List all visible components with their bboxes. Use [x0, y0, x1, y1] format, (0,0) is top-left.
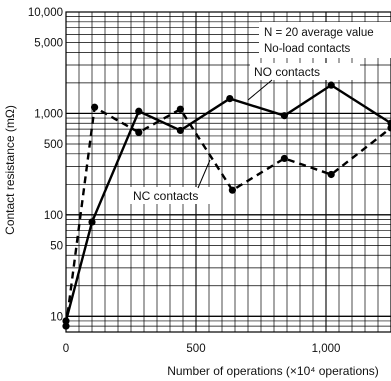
- y-tick-label: 10,000: [28, 7, 63, 19]
- legend-background: [259, 22, 391, 58]
- y-axis-title: Contact resistance (mΩ): [3, 105, 17, 235]
- annotations: NO contacts NC contacts: [128, 63, 360, 204]
- nc-contacts-point: [91, 103, 99, 111]
- nc-label-leader: [197, 159, 211, 189]
- nc-contacts-point: [387, 124, 391, 132]
- x-tick-label: 0: [63, 343, 69, 355]
- gridlines: [66, 11, 391, 333]
- nc-contacts-point: [176, 105, 184, 113]
- legend-line-1: N = 20 average value: [264, 27, 374, 39]
- legend-line-2: No-load contacts: [264, 43, 351, 55]
- nc-label-background: [128, 187, 212, 204]
- nc-contacts-point: [135, 128, 143, 137]
- x-tick-label: 500: [186, 343, 205, 355]
- no-contacts-point: [135, 107, 143, 115]
- no-contacts-line: [64, 83, 391, 322]
- no-contacts-point: [226, 95, 234, 103]
- no-contacts-point: [280, 112, 288, 120]
- nc-contacts-point: [280, 154, 288, 163]
- series-layer: [62, 81, 391, 330]
- no-label-background: [250, 63, 360, 80]
- nc-contacts-line: [64, 105, 391, 327]
- nc-contacts-point: [62, 322, 70, 330]
- x-axis-title: Number of operations (×10⁴ operations): [167, 364, 379, 378]
- no-contacts-point: [176, 126, 184, 135]
- nc-contacts-point: [327, 170, 335, 179]
- y-tick-label: 500: [44, 139, 63, 151]
- no-contacts-point: [327, 81, 335, 89]
- no-label-leader: [247, 79, 273, 101]
- nc-contacts-label: NC contacts: [133, 189, 198, 203]
- legend: N = 20 average value No-load contacts: [259, 22, 391, 58]
- y-tick-label: 50: [50, 240, 63, 252]
- y-axis-ticks: 10,000 5,000 1,000 500 100 50 10: [28, 7, 63, 323]
- x-tick-label: 1,000: [312, 343, 341, 355]
- y-tick-label: 5,000: [34, 38, 63, 50]
- no-contacts-point: [88, 218, 96, 226]
- y-tick-label: 1,000: [34, 108, 63, 120]
- no-contacts-label: NO contacts: [254, 65, 320, 79]
- y-tick-label: 100: [44, 210, 63, 222]
- y-tick-label: 10: [50, 311, 63, 323]
- nc-contacts-point: [228, 186, 236, 194]
- x-axis-ticks: 0 500 1,000: [63, 343, 341, 355]
- plot-frame: [65, 11, 391, 333]
